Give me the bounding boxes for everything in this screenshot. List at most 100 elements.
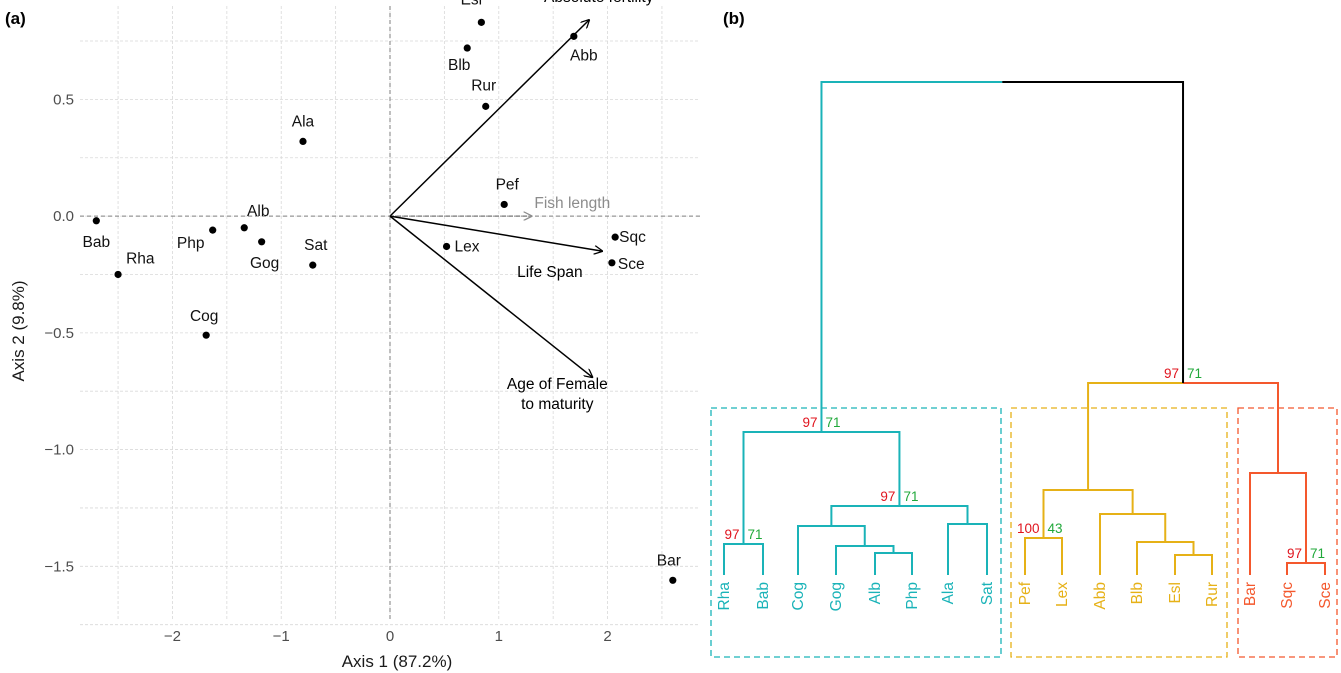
leaf-label: Rur — [1204, 582, 1221, 607]
data-point — [669, 576, 677, 584]
dendrogram-branch — [1024, 537, 1063, 575]
pca-vectors: Absolute fertility Fish length Life Span Ag… — [389, 0, 654, 413]
leaf-label: Php — [904, 582, 921, 610]
data-point — [309, 261, 317, 269]
y-tick-label: −1.0 — [44, 442, 74, 459]
support-value-right: 71 — [1310, 546, 1325, 561]
pca-biplot: Absolute fertility Fish length Life Span Ag… — [9, 0, 700, 671]
leaf-label: Sqc — [1279, 582, 1296, 609]
leaf-label: Esl — [1167, 582, 1184, 604]
x-tick-label: 1 — [495, 628, 503, 645]
point-label: Sqc — [619, 229, 646, 246]
vector-label: Fish length — [534, 195, 610, 212]
data-point — [570, 32, 578, 40]
data-point — [463, 44, 471, 52]
point-label: Cog — [190, 308, 218, 325]
dendrogram-branch — [797, 525, 866, 575]
leaf-label: Blb — [1129, 582, 1146, 604]
data-point — [299, 137, 307, 146]
panel-label-a: (a) — [5, 9, 26, 28]
data-point — [202, 331, 210, 339]
leaf-label: Sce — [1317, 582, 1334, 609]
data-point — [92, 217, 100, 225]
dendrogram-branch — [1286, 562, 1326, 575]
leaf-label: Bar — [1242, 582, 1259, 606]
data-point — [482, 102, 490, 110]
dendrogram-branch — [820, 81, 1003, 432]
y-tick-label: −1.5 — [44, 558, 74, 575]
dendrogram-branch — [742, 431, 901, 544]
support-value-right: 71 — [825, 415, 840, 430]
data-point — [240, 224, 248, 232]
point-label: Esl — [461, 0, 483, 8]
dendrogram-branch — [1087, 382, 1184, 490]
support-values: 97 71 97 71 97 71 100 43 97 71 97 71 — [724, 366, 1325, 561]
dendrogram-links — [723, 81, 1326, 575]
y-axis-title: Axis 2 (9.8%) — [9, 280, 28, 381]
cluster-boxes — [710, 407, 1338, 658]
support-value-right: 43 — [1048, 521, 1063, 536]
data-point — [611, 233, 619, 241]
pca-ticks: −2 −1 0 1 2 −1.5 −1.0 −0.5 0.0 0.5 — [44, 91, 611, 645]
support-value-right: 71 — [1187, 366, 1202, 381]
x-tick-label: −2 — [164, 628, 181, 645]
vector-label: Absolute fertility — [544, 0, 654, 6]
point-label: Alb — [247, 203, 269, 220]
vector-arrow — [389, 20, 589, 217]
support-value-left: 97 — [724, 527, 739, 542]
leaf-label: Cog — [790, 582, 807, 610]
data-point — [258, 238, 266, 246]
cluster-box — [710, 407, 1002, 658]
data-point — [500, 200, 508, 209]
point-label: Lex — [455, 238, 480, 255]
point-label: Pef — [496, 176, 520, 193]
data-point — [442, 242, 451, 251]
leaf-label: Gog — [828, 582, 845, 611]
point-label: Bab — [83, 234, 111, 251]
dendrogram-branch — [874, 552, 913, 575]
dendrogram-branch — [947, 523, 988, 575]
dendrogram-leaves: Rha Bab Cog Gog Alb Php Ala Sat Pef Lex Abb Blb Esl R… — [716, 581, 1334, 611]
x-tick-label: 0 — [386, 628, 394, 645]
point-label: Gog — [250, 255, 279, 272]
support-value-left: 97 — [880, 489, 895, 504]
panel-label-b: (b) — [723, 9, 745, 28]
dendrogram-branch — [1183, 382, 1279, 473]
dendrogram-branch — [835, 545, 895, 575]
point-label: Ala — [292, 113, 315, 130]
dendrogram-branch — [1099, 513, 1167, 575]
leaf-label: Ala — [940, 582, 957, 605]
x-tick-label: −1 — [273, 628, 290, 645]
vector-arrow — [389, 215, 592, 377]
vector-label-line: Fish length — [534, 195, 610, 212]
vector-label: Life Span — [517, 264, 583, 281]
leaf-label: Abb — [1092, 582, 1109, 610]
leaf-label: Bab — [755, 582, 772, 610]
point-label: Sat — [304, 237, 328, 254]
dendrogram: Rha Bab Cog Gog Alb Php Ala Sat Pef Lex Abb Blb Esl R… — [710, 81, 1338, 658]
vector-arrow — [389, 215, 602, 251]
support-value-left: 97 — [1164, 366, 1179, 381]
dendrogram-branch — [1002, 81, 1185, 383]
vector-label-line: to maturity — [521, 396, 594, 413]
y-tick-label: −0.5 — [44, 325, 74, 342]
point-label: Abb — [570, 47, 598, 64]
point-label: Rha — [126, 250, 155, 267]
support-value-left: 97 — [802, 415, 817, 430]
data-point — [477, 18, 485, 26]
support-value-left: 97 — [1287, 546, 1302, 561]
point-label: Rur — [471, 77, 496, 94]
vector-label-line: Life Span — [517, 264, 583, 281]
vector-label-line: Absolute fertility — [544, 0, 654, 6]
vector-label-line: Age of Female — [507, 376, 608, 393]
point-label: Blb — [448, 57, 470, 74]
data-point — [114, 270, 122, 279]
vector-label: Age of Female to maturity — [507, 376, 608, 413]
data-point — [209, 226, 217, 234]
y-tick-label: 0.5 — [53, 91, 74, 108]
data-point — [608, 259, 616, 267]
support-value-right: 71 — [748, 527, 763, 542]
point-label: Bar — [657, 552, 681, 569]
